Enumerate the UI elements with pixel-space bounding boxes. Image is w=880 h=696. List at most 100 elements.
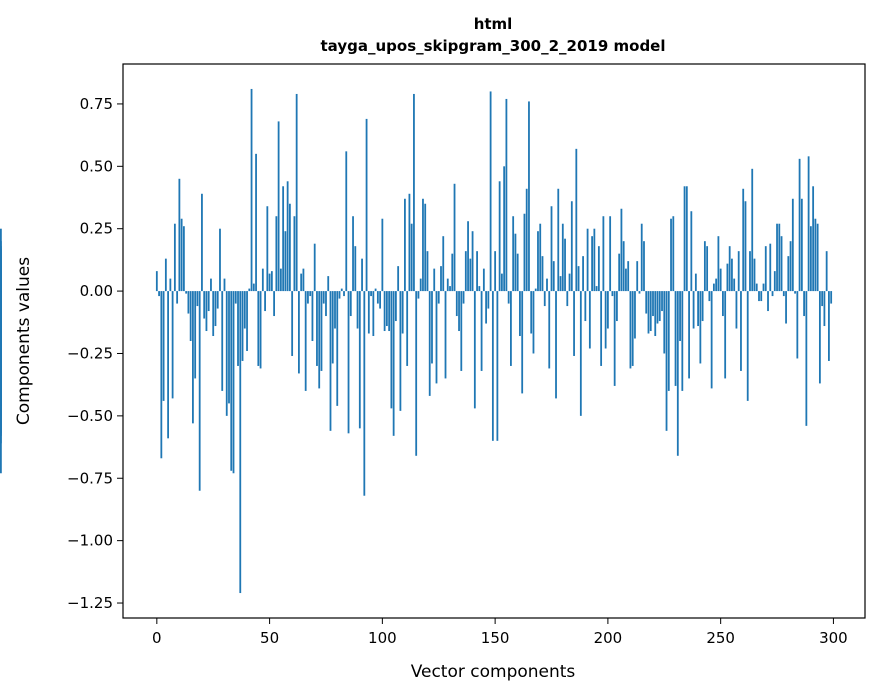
bar-30 — [223, 278, 226, 292]
x-tick-label: 50 — [260, 629, 279, 647]
bar-212 — [634, 291, 636, 339]
bar-250 — [719, 268, 722, 292]
bar-130 — [449, 286, 451, 292]
bar-233 — [681, 291, 684, 391]
bar-150 — [494, 251, 497, 292]
bar-288 — [805, 291, 808, 426]
bar-75 — [325, 291, 327, 317]
bar-234 — [683, 186, 686, 292]
bar-164 — [525, 188, 528, 292]
bar-97 — [374, 288, 377, 292]
bar-160 — [516, 253, 519, 292]
bar-49 — [266, 206, 269, 292]
bar-175 — [550, 206, 553, 292]
bar-53 — [275, 216, 278, 292]
bar-275 — [776, 223, 778, 292]
bar-35 — [234, 291, 237, 304]
bar-278 — [782, 291, 785, 297]
bar-111 — [406, 291, 409, 366]
bar-148 — [489, 91, 492, 292]
bar-197 — [600, 291, 603, 366]
bar-204 — [616, 291, 618, 322]
bar-69 — [311, 291, 314, 341]
bar-11 — [180, 218, 183, 292]
x-axis: 0 50 100 150 200 250 300 — [152, 618, 848, 647]
bar-23 — [207, 291, 210, 312]
bar-194 — [593, 228, 596, 292]
bar-41 — [248, 288, 251, 292]
bar-144 — [480, 291, 483, 371]
bar-166 — [530, 291, 533, 334]
bar-191 — [586, 228, 589, 292]
bar-31 — [225, 291, 228, 416]
bar-254 — [728, 246, 731, 292]
x-tick-label: 0 — [152, 629, 162, 647]
bar-242 — [701, 291, 704, 322]
bar-143 — [478, 286, 481, 292]
bar-107 — [397, 266, 400, 292]
bar-206 — [620, 208, 623, 292]
bar-56 — [282, 186, 285, 292]
bar-165 — [528, 101, 530, 292]
bar-222 — [656, 291, 659, 324]
bar-94 — [367, 291, 370, 334]
bar-210 — [629, 291, 632, 369]
bar-137 — [464, 251, 467, 292]
bar-267 — [758, 291, 760, 302]
bar-208 — [625, 268, 627, 292]
bar-259 — [740, 291, 742, 371]
bar-292 — [814, 218, 817, 292]
bar-76 — [327, 276, 330, 292]
bar-13 — [185, 291, 188, 294]
bar-228 — [670, 218, 672, 292]
bar-91 — [361, 258, 363, 292]
x-tick-label: 200 — [594, 629, 623, 647]
bar-152 — [498, 181, 501, 292]
bar-88 — [354, 246, 357, 292]
bar-103 — [388, 291, 391, 332]
bar-105 — [392, 291, 395, 436]
bar-67 — [307, 291, 309, 304]
y-tick-label: 0.50 — [80, 157, 113, 175]
bar-37 — [239, 291, 242, 594]
bar-87 — [352, 216, 354, 292]
bar-20 — [201, 193, 203, 292]
bar-68 — [309, 291, 312, 297]
bar-185 — [573, 291, 575, 356]
bar-260 — [742, 188, 745, 292]
y-tick-label: 0.25 — [80, 220, 113, 238]
bar-55 — [279, 268, 282, 292]
bar-157 — [510, 291, 512, 366]
bar-241 — [699, 291, 702, 364]
bar-120 — [426, 251, 429, 292]
bar-2 — [160, 291, 163, 459]
bar-225 — [663, 291, 666, 354]
bar-243 — [703, 241, 706, 292]
bar-155 — [505, 98, 508, 292]
bar-22 — [205, 291, 208, 332]
bar-158 — [512, 216, 515, 292]
bar-78 — [331, 291, 334, 364]
bar-110 — [404, 198, 406, 292]
bar-274 — [773, 271, 776, 292]
bar-290 — [809, 226, 812, 292]
bar-232 — [679, 291, 681, 341]
bar-163 — [523, 213, 526, 292]
bar-109 — [401, 291, 404, 334]
bar-205 — [618, 253, 621, 292]
bar-133 — [455, 291, 458, 317]
bar-112 — [408, 193, 411, 292]
bar-251 — [722, 291, 724, 317]
bar-39 — [243, 291, 246, 329]
chart-subtitle: tayga_upos_skipgram_300_2_2019 model — [321, 37, 666, 55]
bar-211 — [631, 291, 634, 366]
bar-154 — [503, 166, 506, 292]
bar-147 — [487, 291, 490, 309]
bar-92 — [363, 291, 366, 496]
bar-239 — [694, 273, 697, 292]
bar-8 — [173, 223, 176, 292]
x-tick-label: 100 — [368, 629, 397, 647]
bar-272 — [769, 243, 772, 292]
bar-40 — [246, 291, 248, 351]
bar-43 — [252, 283, 255, 292]
